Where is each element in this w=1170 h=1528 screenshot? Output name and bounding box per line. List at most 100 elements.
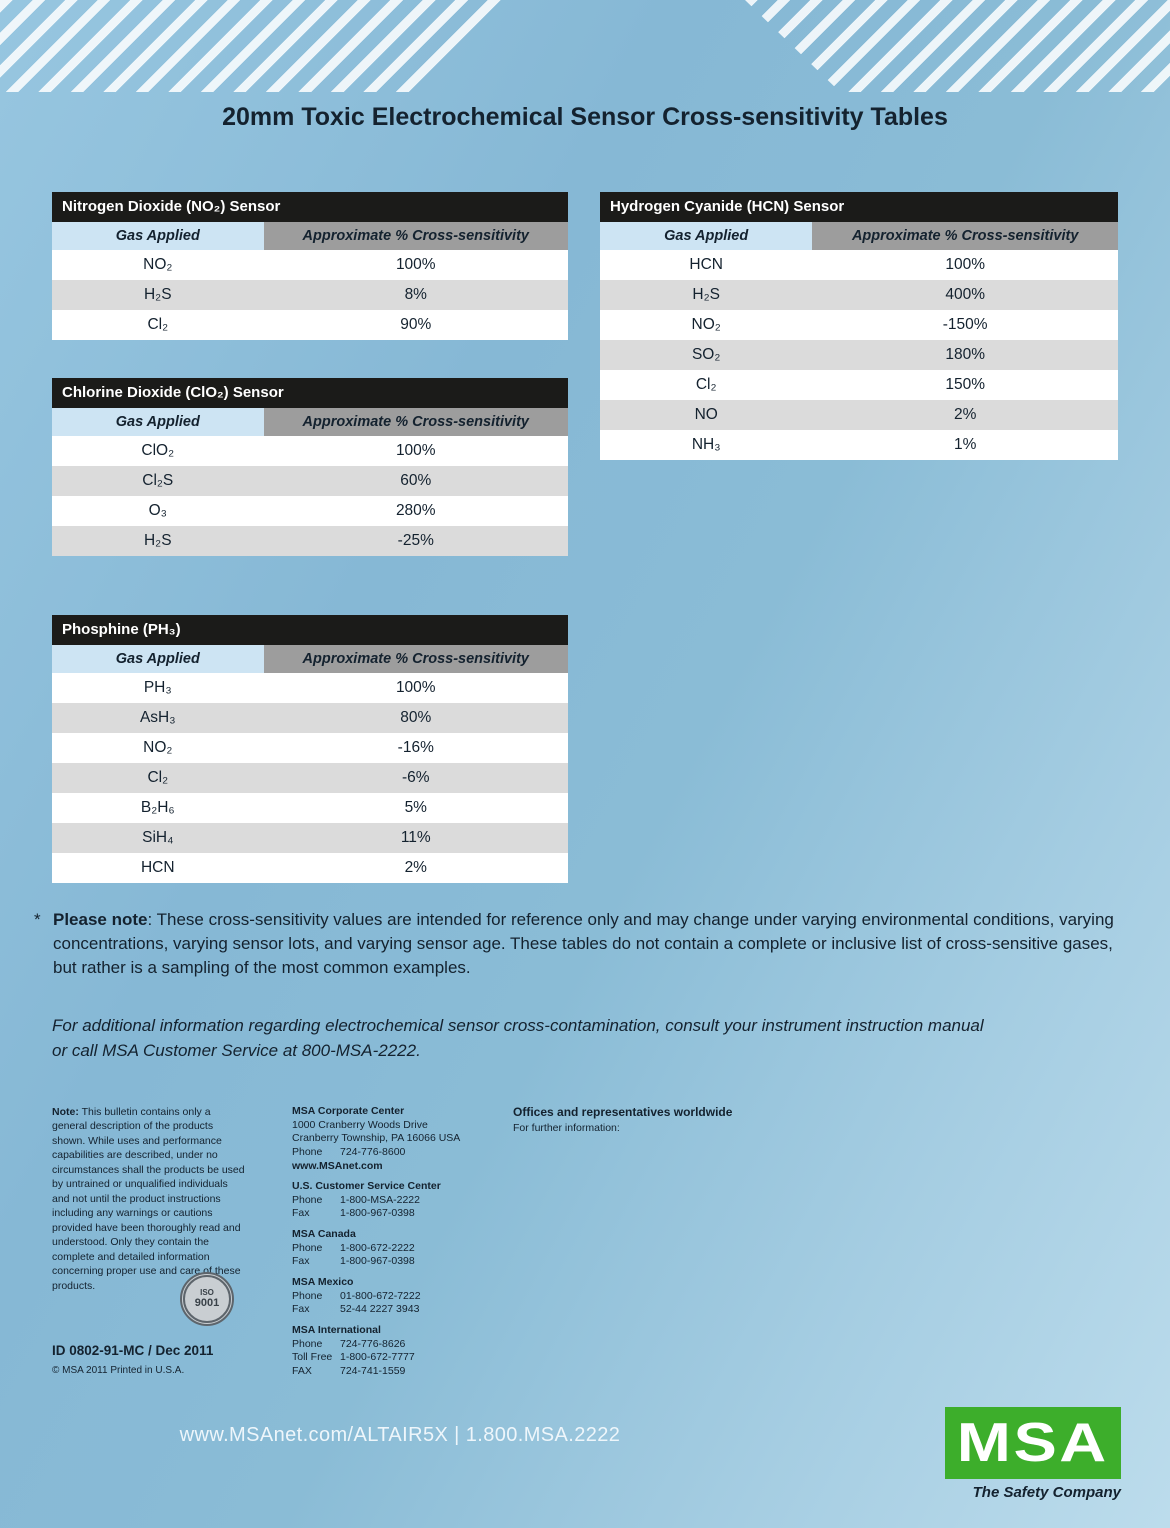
contact-row: Phone 1-800-672-2222 — [292, 1242, 507, 1256]
table-row: HCN 2% — [52, 853, 568, 883]
gas-cell: SiH₄ — [142, 829, 174, 846]
ph3-sensor-table: Phosphine (PH₃) Gas Applied Approximate … — [52, 615, 568, 883]
table-row: NO 2% — [600, 400, 1118, 430]
gas-cell: HCN — [689, 256, 723, 273]
copyright-line: © MSA 2011 Printed in U.S.A. — [52, 1365, 185, 1376]
sensitivity-cell: -25% — [397, 532, 434, 549]
contact-label: Phone — [292, 1193, 323, 1206]
gas-cell: NO₂ — [143, 256, 173, 273]
gas-cell: H₂S — [143, 532, 172, 549]
gas-applied-header: Gas Applied — [52, 645, 264, 673]
gas-applied-header: Gas Applied — [52, 408, 264, 436]
sensitivity-cell: 100% — [395, 256, 436, 273]
table-row: SiH₄ 11% — [52, 823, 568, 853]
legal-label: Note: — [52, 1106, 79, 1118]
cross-sensitivity-header: Approximate % Cross-sensitivity — [263, 222, 568, 250]
table-header-row: Gas Applied Approximate % Cross-sensitiv… — [52, 645, 568, 673]
gas-cell: B₂H₆ — [140, 799, 175, 816]
contact-block-title: MSA International — [292, 1323, 381, 1336]
sensitivity-cell: 400% — [945, 286, 985, 303]
table-body: NO₂ 100% H₂S 8% Cl₂ 90% — [52, 250, 568, 340]
contact-value: 01-800-672-7222 — [340, 1289, 421, 1302]
table-title: Chlorine Dioxide (ClO₂) Sensor — [52, 378, 568, 408]
table-row: Cl₂ 90% — [52, 310, 568, 340]
gas-cell: Cl₂ — [147, 316, 169, 333]
sensitivity-cell: -6% — [401, 769, 430, 786]
contact-value: 1-800-967-0398 — [340, 1255, 415, 1268]
contact-block-canada: MSA Canada Phone 1-800-672-2222 Fax 1-80… — [292, 1228, 507, 1269]
contact-block-mexico: MSA Mexico Phone 01-800-672-7222 Fax 52-… — [292, 1276, 507, 1317]
footnote-body: : These cross-sensitivity values are int… — [53, 910, 1114, 978]
contact-row: Phone 724-776-8600 — [292, 1146, 507, 1160]
msanet-link: www.MSAnet.com — [292, 1159, 383, 1172]
gas-cell: SO₂ — [691, 346, 721, 363]
clo2-sensor-table: Chlorine Dioxide (ClO₂) Sensor Gas Appli… — [52, 378, 568, 556]
cross-sensitivity-header: Approximate % Cross-sensitivity — [812, 222, 1118, 250]
legal-disclaimer: Note: This bulletin contains only a gene… — [52, 1105, 248, 1293]
sensitivity-cell: 100% — [395, 679, 436, 696]
sensitivity-cell: 2% — [953, 406, 977, 423]
table-row: SO₂ 180% — [600, 340, 1118, 370]
contact-value: 1-800-MSA-2222 — [340, 1193, 420, 1206]
contact-row: Fax 1-800-967-0398 — [292, 1207, 507, 1221]
gas-cell: HCN — [140, 859, 175, 876]
contact-value: 52-44 2227 3943 — [340, 1303, 420, 1316]
contact-row: Fax 52-44 2227 3943 — [292, 1303, 507, 1317]
msa-logo-text: MSA — [957, 1412, 1109, 1474]
table-row: H₂S -25% — [52, 526, 568, 556]
worldwide-offices-title: Offices and representatives worldwide — [513, 1105, 733, 1119]
no2-sensor-table: Nitrogen Dioxide (NO₂) Sensor Gas Applie… — [52, 192, 568, 340]
iso-badge-line2: 9001 — [194, 1296, 220, 1309]
table-row: PH₃ 100% — [52, 673, 568, 703]
decorative-stripes-top-left — [0, 0, 520, 92]
decorative-stripes-top-right — [745, 0, 1170, 92]
contact-block-title: MSA Canada — [292, 1228, 356, 1241]
contact-block-us-service: U.S. Customer Service Center Phone 1-800… — [292, 1180, 507, 1221]
gas-cell: NH₃ — [691, 436, 721, 453]
gas-cell: H₂S — [143, 286, 172, 303]
iso-badge-line1: ISO — [200, 1287, 214, 1297]
sensitivity-cell: 80% — [400, 709, 432, 726]
footnote-label: Please note — [53, 910, 148, 929]
table-row: O₃ 280% — [52, 496, 568, 526]
table-row: NO₂ 100% — [52, 250, 568, 280]
gas-cell: O₃ — [148, 502, 167, 519]
table-row: NH₃ 1% — [600, 430, 1118, 460]
gas-cell: AsH₃ — [139, 709, 176, 726]
website-contact-line: www.MSAnet.com/ALTAIR5X | 1.800.MSA.2222 — [179, 1424, 621, 1446]
footnote-text: Please note: These cross-sensitivity val… — [53, 908, 1124, 980]
table-row: Cl₂S 60% — [52, 466, 568, 496]
gas-applied-header: Gas Applied — [52, 222, 264, 250]
gas-applied-header: Gas Applied — [600, 222, 813, 250]
msa-logo-tagline: The Safety Company — [972, 1484, 1121, 1501]
contact-label: Phone — [292, 1289, 323, 1302]
sensitivity-cell: 100% — [945, 256, 985, 273]
sensitivity-cell: 11% — [400, 829, 431, 846]
contact-row: FAX 724-741-1559 — [292, 1365, 507, 1379]
sensitivity-cell: 60% — [400, 472, 432, 489]
gas-cell: Cl₂ — [147, 769, 169, 786]
contact-block-international: MSA International Phone 724-776-8626 Tol… — [292, 1324, 507, 1379]
table-title: Phosphine (PH₃) — [52, 615, 568, 645]
contact-value: 724-741-1559 — [340, 1364, 406, 1377]
sensitivity-cell: 90% — [400, 316, 432, 333]
additional-info-text: For additional information regarding ele… — [52, 1016, 984, 1060]
contact-label: FAX — [292, 1364, 312, 1377]
sensitivity-cell: 280% — [395, 502, 436, 519]
sensitivity-cell: 150% — [945, 376, 985, 393]
contact-label: Fax — [292, 1207, 310, 1220]
sensitivity-cell: -150% — [942, 316, 988, 333]
table-row: H₂S 400% — [600, 280, 1118, 310]
gas-cell: H₂S — [692, 286, 720, 303]
contact-row: Phone 01-800-672-7222 — [292, 1290, 507, 1304]
cross-sensitivity-header: Approximate % Cross-sensitivity — [263, 645, 568, 673]
contact-info-column: MSA Corporate Center 1000 Cranberry Wood… — [292, 1105, 507, 1386]
table-body: ClO₂ 100% Cl₂S 60% O₃ 280% H₂S -25% — [52, 436, 568, 556]
footnote: * Please note: These cross-sensitivity v… — [34, 908, 1124, 980]
gas-cell: PH₃ — [143, 679, 172, 696]
hcn-sensor-table: Hydrogen Cyanide (HCN) Sensor Gas Applie… — [600, 192, 1118, 460]
table-body: PH₃ 100% AsH₃ 80% NO₂ -16% Cl₂ -6% — [52, 673, 568, 883]
contact-label: Phone — [292, 1145, 323, 1158]
table-row: NO₂ -150% — [600, 310, 1118, 340]
